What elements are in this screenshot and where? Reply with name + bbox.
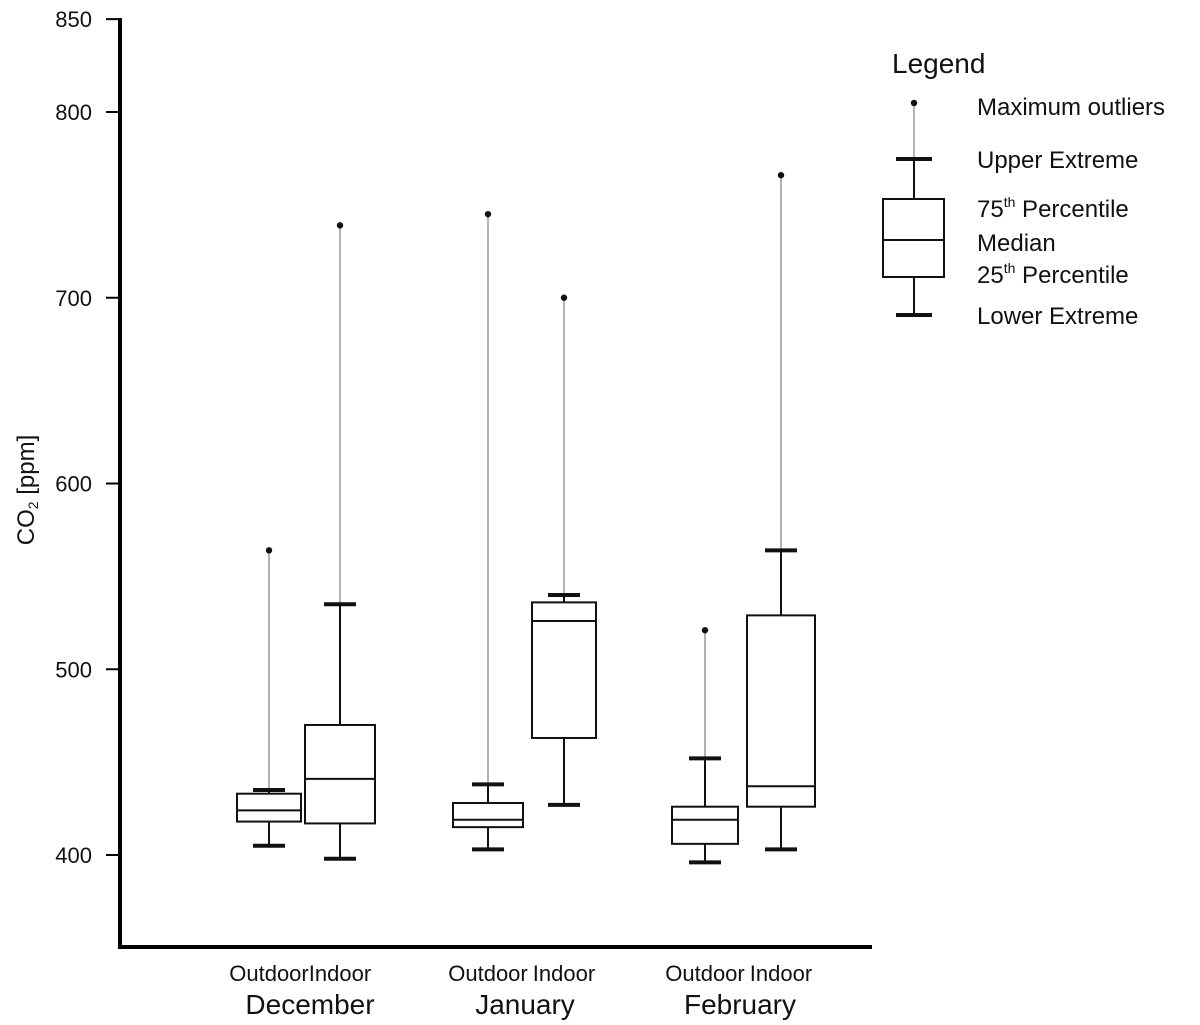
- y-tick-label: 700: [55, 286, 92, 311]
- legend-box: [882, 198, 945, 278]
- february-outdoor-box: [671, 805, 739, 845]
- y-tick-label: 500: [55, 657, 92, 682]
- february-outdoor-outlier-point: [701, 627, 709, 634]
- legend: Legend Maximum outliers Upper Extreme 75…: [882, 48, 1165, 330]
- december-outdoor-box: [236, 792, 302, 823]
- january-indoor-label: Indoor: [533, 961, 595, 986]
- legend-lower-extreme: Lower Extreme: [977, 303, 1138, 330]
- y-axis-label: CO2 [ppm]: [13, 435, 41, 546]
- february-outdoor-label: Outdoor: [665, 961, 745, 986]
- y-tick-label: 800: [55, 100, 92, 125]
- december-indoor-outlier-point: [336, 222, 344, 229]
- january-outdoor-outlier-point: [484, 210, 492, 218]
- december-outdoor-outlier-point: [265, 547, 273, 554]
- december-indoor-label: Indoor: [309, 961, 371, 986]
- legend-75th-percentile: 75th Percentile: [977, 194, 1129, 223]
- december-month-label: December: [245, 989, 374, 1020]
- december-indoor-box: [304, 723, 376, 825]
- legend-median: Median: [977, 230, 1056, 257]
- legend-max-outliers: Maximum outliers: [977, 94, 1165, 121]
- legend-outlier-dot: [910, 99, 918, 107]
- february-indoor-label: Indoor: [750, 961, 812, 986]
- january-indoor-outlier-point: [560, 294, 568, 301]
- january-month-label: January: [475, 989, 575, 1020]
- february-indoor-outlier-point: [777, 171, 785, 179]
- legend-title: Legend: [892, 48, 985, 79]
- y-tick-label: 600: [55, 472, 92, 497]
- january-outdoor-label: Outdoor: [448, 961, 528, 986]
- legend-upper-extreme: Upper Extreme: [977, 147, 1138, 174]
- y-tick-label: 400: [55, 843, 92, 868]
- y-tick-label: 850: [55, 7, 92, 32]
- february-indoor-box: [746, 614, 816, 808]
- january-outdoor-box: [452, 801, 524, 829]
- january-indoor-box: [531, 601, 597, 739]
- legend-25th-percentile: 25th Percentile: [977, 260, 1129, 289]
- december-outdoor-label: Outdoor: [229, 961, 309, 986]
- february-month-label: February: [684, 989, 796, 1020]
